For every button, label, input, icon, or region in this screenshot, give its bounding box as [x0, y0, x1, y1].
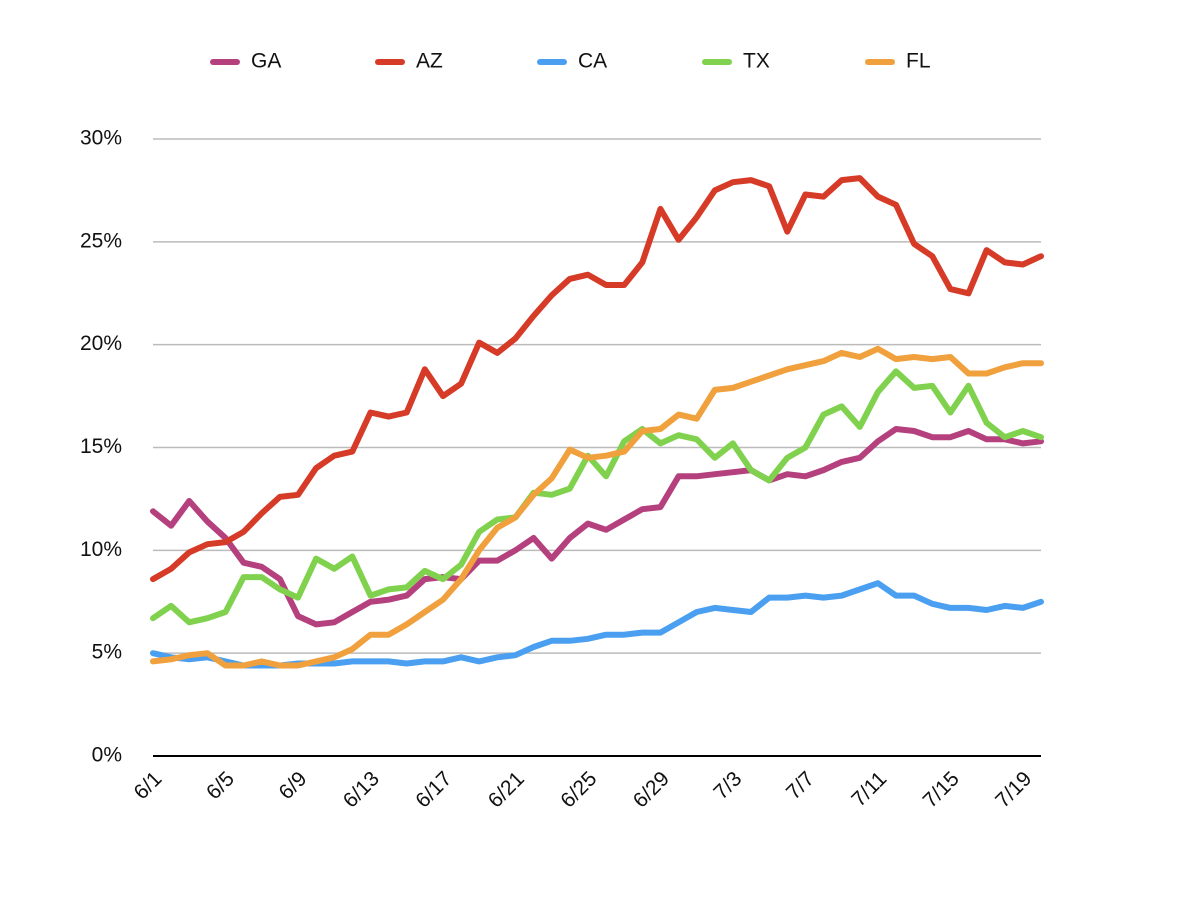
- x-tick-label: 6/21: [484, 767, 529, 812]
- x-tick-label: 6/5: [202, 767, 239, 804]
- x-tick-label: 6/25: [556, 767, 601, 812]
- line-series: [150, 426, 1044, 628]
- legend-label: FL: [906, 50, 931, 73]
- x-tick-label: 7/15: [919, 767, 964, 812]
- legend-label: TX: [743, 50, 770, 73]
- y-tick-label: 20%: [80, 332, 122, 355]
- y-tick-label: 10%: [80, 538, 122, 561]
- x-tick-label: 7/7: [782, 767, 819, 804]
- x-tick-label: 6/17: [411, 767, 456, 812]
- line-series: [150, 175, 1044, 583]
- y-tick-label: 0%: [92, 744, 122, 767]
- y-tick-label: 25%: [80, 229, 122, 252]
- legend-label: CA: [578, 50, 607, 73]
- y-tick-label: 15%: [80, 435, 122, 458]
- x-tick-label: 6/1: [130, 767, 167, 804]
- x-tick-label: 6/29: [629, 767, 674, 812]
- x-tick-label: 6/13: [339, 767, 384, 812]
- x-tick-label: 7/19: [991, 767, 1036, 812]
- y-tick-label: 5%: [92, 641, 122, 664]
- x-tick-label: 7/11: [847, 767, 891, 811]
- y-tick-label: 30%: [80, 127, 122, 150]
- legend-label: GA: [251, 50, 281, 73]
- line-series: [150, 368, 1044, 626]
- x-tick-label: 7/3: [709, 767, 746, 804]
- line-series: [150, 345, 1044, 669]
- legend-label: AZ: [416, 50, 443, 73]
- x-tick-label: 6/9: [275, 767, 312, 804]
